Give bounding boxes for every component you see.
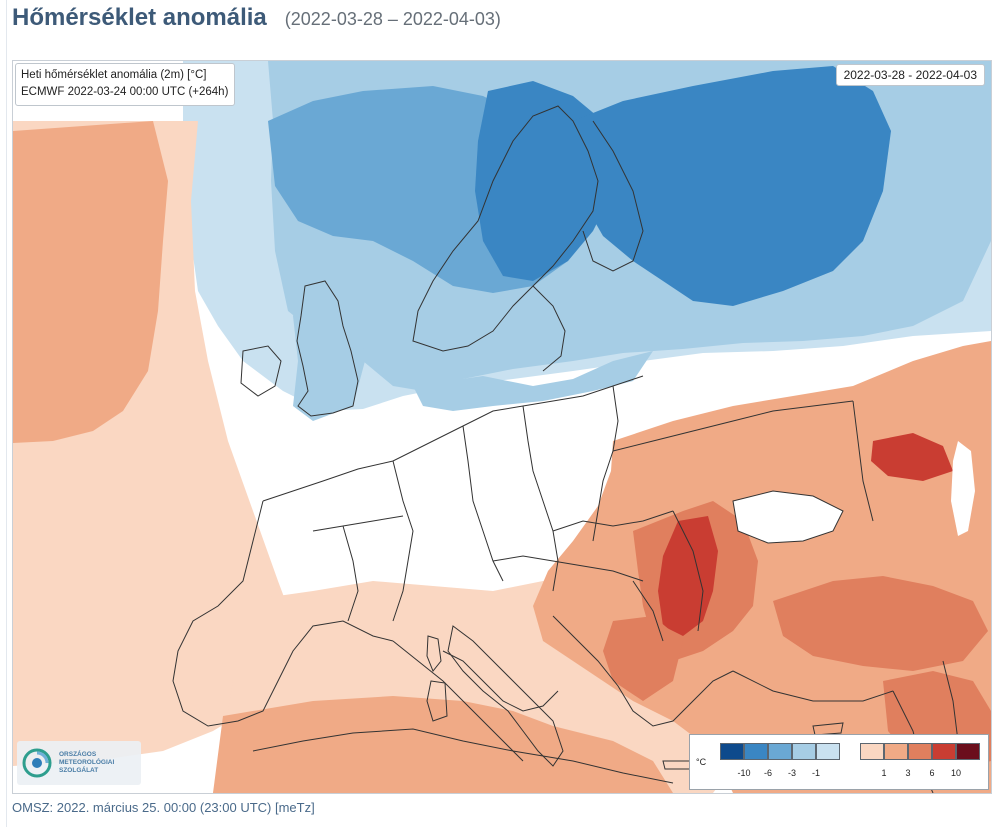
warm-zone-atlantic — [13, 121, 168, 443]
color-legend: °C -10 -6 -3 -1 1 3 6 10 — [689, 734, 989, 790]
legend-swatch-cold-5 — [816, 743, 840, 760]
cold-zone-medium-baltic — [413, 351, 653, 411]
warm-zone-greece — [603, 616, 683, 701]
map-date-range: 2022-03-28 - 2022-04-03 — [835, 64, 985, 86]
country-borders — [172, 105, 959, 793]
legend-swatch-warm-1 — [860, 743, 884, 760]
legend-tick-warm-4: 10 — [950, 768, 962, 778]
page-header: Hőmérséklet anomália (2022-03-28 – 2022-… — [12, 4, 501, 40]
legend-tick-warm-1: 1 — [881, 768, 887, 778]
footer-source: OMSZ: 2022. március 25. 00:00 (23:00 UTC… — [12, 800, 315, 815]
warm-zone-north-africa — [213, 696, 673, 793]
omsz-logo: ORSZÁGOS METEOROLÓGIAI SZOLGÁLAT — [17, 741, 141, 785]
omsz-logo-text: ORSZÁGOS METEOROLÓGIAI SZOLGÁLAT — [59, 751, 114, 775]
legend-tick-cold-1: -10 — [737, 768, 751, 778]
warm-zone-turkey — [773, 576, 988, 671]
logo-line3: SZOLGÁLAT — [59, 767, 99, 774]
legend-swatch-cold-1 — [720, 743, 744, 760]
legend-swatch-cold-4 — [792, 743, 816, 760]
legend-tick-warm-2: 3 — [905, 768, 911, 778]
black-sea — [733, 491, 843, 543]
warm-zone-caucasus — [871, 433, 953, 481]
logo-line2: METEOROLÓGIAI — [59, 759, 115, 766]
page-title: Hőmérséklet anomália — [12, 4, 267, 31]
legend-tick-cold-4: -1 — [811, 768, 821, 778]
legend-swatch-warm-5 — [956, 743, 980, 760]
legend-tick-warm-3: 6 — [929, 768, 935, 778]
anomaly-map: Heti hőmérséklet anomália (2m) [°C] ECMW… — [12, 60, 992, 794]
warm-zone-balkans-core — [658, 516, 718, 636]
legend-swatch-cold-3 — [768, 743, 792, 760]
logo-line1: ORSZÁGOS — [59, 751, 97, 758]
caspian-sea — [951, 441, 975, 536]
cold-zone-medium-uk — [293, 271, 365, 421]
legend-unit: °C — [696, 757, 707, 767]
legend-swatch-warm-4 — [932, 743, 956, 760]
map-canvas — [13, 61, 991, 793]
period-subtitle: (2022-03-28 – 2022-04-03) — [284, 9, 501, 29]
map-info-line2: ECMWF 2022-03-24 00:00 UTC (+264h) — [21, 86, 229, 98]
map-info-line1: Heti hőmérséklet anomália (2m) [°C] — [21, 69, 207, 81]
map-info-box: Heti hőmérséklet anomália (2m) [°C] ECMW… — [15, 63, 236, 106]
legend-swatch-warm-3 — [908, 743, 932, 760]
cold-core-finland-russia — [573, 66, 891, 306]
omsz-logo-icon — [22, 748, 52, 778]
legend-swatch-cold-2 — [744, 743, 768, 760]
legend-swatch-warm-2 — [884, 743, 908, 760]
legend-tick-cold-3: -3 — [787, 768, 797, 778]
legend-tick-cold-2: -6 — [763, 768, 773, 778]
page-left-rule — [6, 0, 7, 827]
